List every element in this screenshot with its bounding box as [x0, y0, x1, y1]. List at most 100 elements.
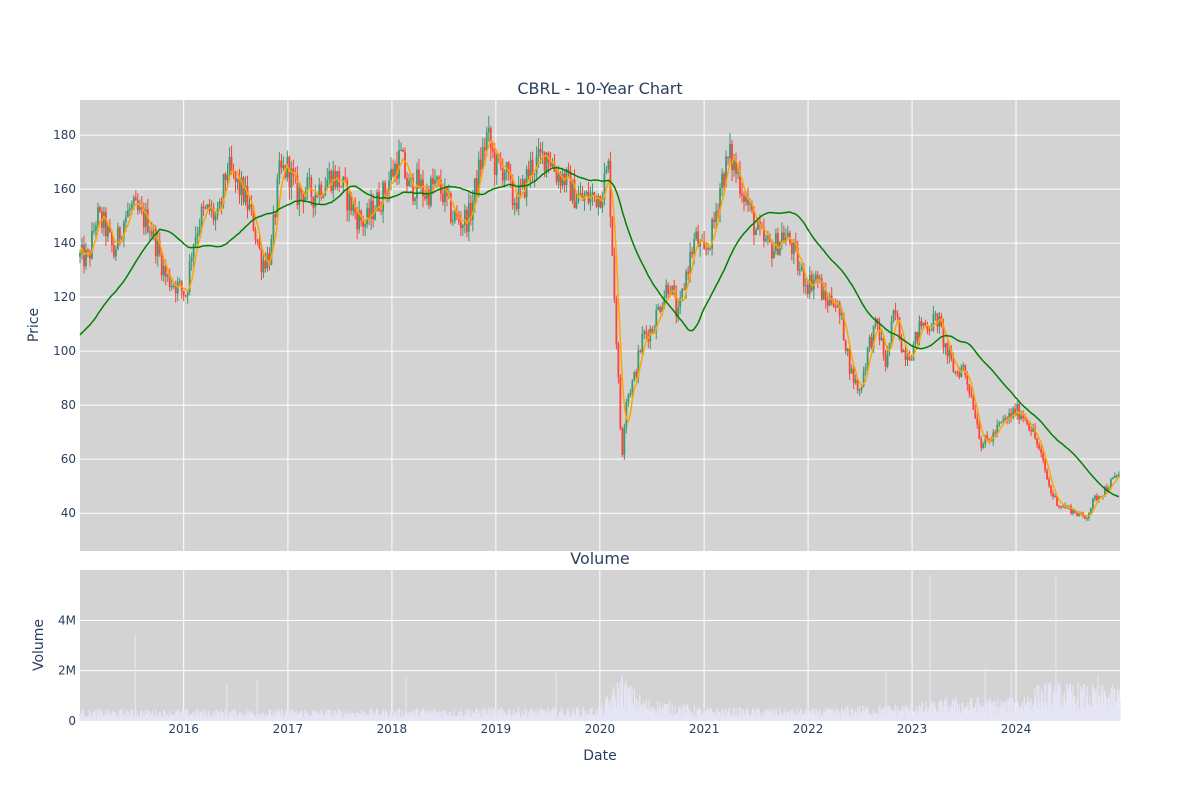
- volume-bar: [392, 716, 394, 721]
- candle-body: [449, 193, 452, 223]
- volume-bar: [897, 706, 899, 721]
- candle-body: [611, 216, 614, 256]
- candle: [713, 211, 715, 229]
- volume-bar: [336, 713, 338, 721]
- volume-bar: [366, 716, 368, 721]
- volume-bar: [115, 711, 117, 721]
- candle: [172, 283, 175, 290]
- candle-body: [601, 199, 604, 208]
- volume-bar: [1113, 688, 1115, 721]
- volume-bar: [716, 717, 718, 721]
- volume-bar: [365, 715, 367, 721]
- candle: [902, 348, 905, 353]
- volume-bar: [754, 710, 756, 721]
- volume-bar: [169, 717, 172, 721]
- candle: [527, 160, 530, 180]
- volume-bar: [728, 707, 731, 721]
- candle-body: [1040, 448, 1042, 453]
- volume-bar: [674, 706, 676, 721]
- volume-bar: [117, 716, 120, 721]
- candle-body: [751, 203, 753, 211]
- candle: [107, 223, 109, 243]
- volume-bar: [975, 714, 978, 721]
- candle-body: [697, 231, 700, 247]
- candle-body: [924, 322, 927, 325]
- candle: [262, 254, 265, 279]
- volume-bar: [448, 712, 450, 721]
- volume-bar: [868, 716, 870, 721]
- volume-bar: [951, 704, 953, 721]
- volume-bar: [273, 716, 275, 721]
- volume-bar: [258, 717, 261, 721]
- volume-bar: [104, 715, 106, 721]
- volume-bar: [499, 711, 502, 721]
- volume-bar: [507, 710, 509, 721]
- volume-bar: [653, 709, 655, 721]
- volume-bar: [515, 714, 517, 721]
- candle: [134, 190, 137, 201]
- volume-bar: [774, 708, 776, 721]
- volume-bar: [417, 717, 420, 721]
- volume-bar: [855, 712, 857, 721]
- volume-bar: [348, 714, 350, 721]
- volume-bar: [462, 716, 464, 721]
- volume-bar: [99, 711, 102, 721]
- candle-body: [904, 350, 907, 360]
- volume-bar: [117, 715, 119, 721]
- candle-body: [400, 150, 402, 152]
- volume-bar: [1109, 704, 1112, 721]
- volume-bar: [1069, 683, 1072, 721]
- volume-bar: [349, 713, 351, 721]
- volume-bar: [582, 707, 584, 721]
- candle: [920, 317, 923, 330]
- volume-bar: [114, 711, 116, 721]
- volume-bar: [388, 717, 390, 721]
- candle-body: [593, 192, 596, 196]
- volume-bar: [604, 707, 606, 721]
- volume-bar: [158, 712, 161, 721]
- volume-bar: [1036, 684, 1038, 721]
- candle-body: [212, 207, 215, 221]
- volume-bar: [1009, 696, 1011, 721]
- volume-bar: [751, 713, 753, 721]
- volume-bar: [686, 704, 688, 721]
- volume-bar: [809, 712, 811, 721]
- volume-bar: [433, 709, 435, 721]
- volume-bar: [1039, 710, 1042, 721]
- candle: [1078, 511, 1080, 517]
- volume-bar: [1088, 705, 1090, 721]
- candle: [844, 339, 847, 355]
- volume-bar: [494, 709, 496, 721]
- volume-bar: [393, 714, 396, 721]
- candle: [230, 145, 233, 175]
- candle-body: [613, 255, 616, 299]
- candle: [302, 190, 305, 214]
- volume-bar: [522, 711, 524, 721]
- volume-bar: [996, 705, 998, 721]
- volume-bar: [726, 711, 728, 721]
- volume-bar: [153, 716, 155, 721]
- volume-bar: [198, 712, 200, 721]
- volume-bar: [105, 713, 108, 721]
- candle: [743, 191, 745, 212]
- volume-bar: [628, 695, 631, 721]
- candle-body: [765, 238, 767, 242]
- volume-tick-label-4M: 4M: [58, 613, 76, 627]
- volume-bar: [216, 710, 219, 721]
- candle-body: [194, 236, 197, 245]
- volume-bar: [883, 708, 885, 721]
- volume-bar: [710, 708, 713, 721]
- candle-body: [705, 248, 708, 250]
- volume-bar: [211, 715, 214, 721]
- candle: [747, 187, 749, 212]
- candle: [306, 172, 309, 200]
- volume-bar: [205, 714, 208, 721]
- volume-bar: [401, 709, 403, 721]
- volume-bar: [762, 712, 764, 721]
- volume-bar: [320, 709, 322, 721]
- volume-bar: [711, 712, 713, 721]
- volume-bar: [950, 709, 952, 721]
- candle-body: [346, 180, 349, 211]
- price-tick-label-140: 140: [53, 236, 76, 250]
- volume-bar: [1118, 689, 1120, 721]
